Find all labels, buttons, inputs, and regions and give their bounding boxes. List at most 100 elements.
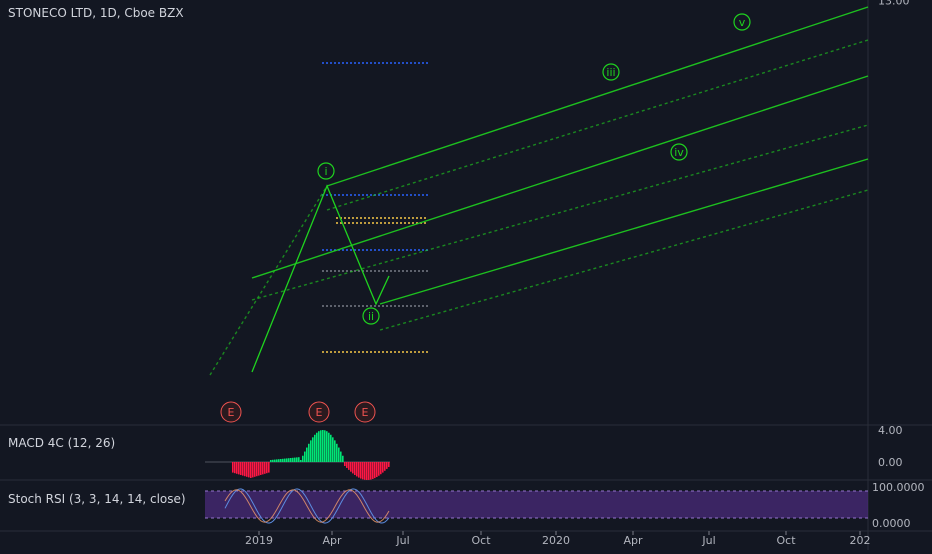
time-axis-tick: Jul xyxy=(701,534,715,547)
macd-title: MACD 4C (12, 26) xyxy=(8,436,115,450)
macd-histogram-bar xyxy=(378,462,380,476)
macd-histogram-bar xyxy=(250,462,252,478)
macd-histogram-bar xyxy=(338,447,340,462)
macd-histogram-bar xyxy=(268,462,270,473)
macd-histogram-bar xyxy=(232,462,234,473)
macd-histogram-bar xyxy=(270,460,272,462)
time-axis-tick: Oct xyxy=(776,534,796,547)
macd-histogram-bar xyxy=(322,430,324,462)
macd-histogram-bar xyxy=(246,462,248,477)
macd-histogram-bar xyxy=(316,432,318,462)
macd-histogram-bar xyxy=(266,462,268,474)
macd-histogram-bar xyxy=(254,462,256,477)
macd-histogram-bar xyxy=(340,451,342,462)
macd-histogram-bar xyxy=(332,437,334,462)
macd-histogram-bar xyxy=(236,462,238,474)
macd-histogram-bar xyxy=(260,462,262,475)
price-axis-tick: 13.00 xyxy=(878,0,910,7)
stoch-axis-tick: 100.0000 xyxy=(872,481,925,494)
macd-histogram-bar xyxy=(360,462,362,479)
time-axis-tick: Apr xyxy=(623,534,643,547)
macd-histogram-bar xyxy=(384,462,386,471)
macd-histogram-bar xyxy=(280,459,282,462)
macd-histogram-bar xyxy=(328,432,330,462)
stoch-axis-tick: 0.0000 xyxy=(872,517,911,530)
macd-histogram-bar xyxy=(344,462,346,466)
macd-histogram-bar xyxy=(274,459,276,462)
macd-histogram-bar xyxy=(242,462,244,476)
macd-histogram-bar xyxy=(244,462,246,477)
macd-histogram-bar xyxy=(262,462,264,475)
macd-histogram-bar xyxy=(326,431,328,462)
macd-histogram-bar xyxy=(308,443,310,462)
macd-histogram-bar xyxy=(306,447,308,462)
macd-histogram-bar xyxy=(278,459,280,462)
wave-label: iii xyxy=(606,66,615,79)
macd-histogram-bar xyxy=(376,462,378,478)
macd-histogram-bar xyxy=(386,462,388,469)
time-axis-tick: 2019 xyxy=(245,534,273,547)
macd-histogram-bar xyxy=(364,462,366,480)
macd-histogram-bar xyxy=(252,462,254,478)
wave-channel-line xyxy=(326,6,869,187)
time-axis-tick: 202 xyxy=(850,534,871,547)
macd-histogram-bar xyxy=(370,462,372,480)
time-axis-tick: 2020 xyxy=(542,534,570,547)
symbol-title: STONECO LTD, 1D, Cboe BZX xyxy=(8,6,184,20)
macd-axis-tick: 4.00 xyxy=(878,424,903,437)
wave-channel-line xyxy=(251,75,869,279)
earnings-marker-label: E xyxy=(316,406,323,419)
time-axis-tick: Apr xyxy=(322,534,342,547)
macd-histogram-bar xyxy=(318,431,320,462)
macd-histogram-bar xyxy=(330,434,332,462)
macd-histogram-bar xyxy=(300,460,302,462)
stoch-k-line xyxy=(224,488,390,524)
wave-label-circle xyxy=(317,162,335,180)
wave-label: ii xyxy=(368,310,374,323)
macd-histogram-bar xyxy=(234,462,236,474)
macd-histogram-bar xyxy=(264,462,266,474)
macd-histogram-bar xyxy=(248,462,250,478)
macd-histogram-bar xyxy=(312,437,314,462)
wave-channel-line xyxy=(209,185,328,376)
wave-channel-line xyxy=(251,124,869,301)
macd-histogram-bar xyxy=(296,457,298,462)
macd-histogram-bar xyxy=(388,462,390,467)
earnings-marker-label: E xyxy=(362,406,369,419)
macd-histogram-bar xyxy=(354,462,356,475)
wave-label: iv xyxy=(674,146,684,159)
wave-label-circle xyxy=(362,307,380,325)
macd-histogram-bar xyxy=(290,458,292,462)
macd-histogram-bar xyxy=(256,462,258,477)
wave-label: i xyxy=(324,165,327,178)
wave-zigzag xyxy=(251,184,390,373)
wave-label-circle xyxy=(602,63,620,81)
macd-histogram-bar xyxy=(374,462,376,479)
wave-label-circle xyxy=(670,143,688,161)
macd-histogram-bar xyxy=(298,457,300,462)
macd-histogram-bar xyxy=(372,462,374,479)
wave-label: v xyxy=(739,16,746,29)
macd-histogram-bar xyxy=(288,458,290,462)
macd-histogram-bar xyxy=(380,462,382,475)
macd-histogram-bar xyxy=(292,457,294,462)
macd-histogram-bar xyxy=(240,462,242,475)
macd-histogram-bar xyxy=(284,458,286,462)
macd-histogram-bar xyxy=(350,462,352,472)
time-axis-tick: Oct xyxy=(471,534,491,547)
macd-histogram-bar xyxy=(302,455,304,462)
macd-histogram-bar xyxy=(346,462,348,468)
macd-histogram-bar xyxy=(336,443,338,462)
macd-histogram-bar xyxy=(258,462,260,476)
macd-histogram-bar xyxy=(382,462,384,473)
time-axis-tick: Jul xyxy=(395,534,409,547)
macd-histogram-bar xyxy=(238,462,240,475)
macd-histogram-bar xyxy=(286,458,288,462)
macd-histogram-bar xyxy=(314,434,316,462)
wave-label-circle xyxy=(733,13,751,31)
earnings-marker xyxy=(220,401,242,423)
stoch-title: Stoch RSI (3, 3, 14, 14, close) xyxy=(8,492,186,506)
wave-channel-line xyxy=(379,189,869,331)
